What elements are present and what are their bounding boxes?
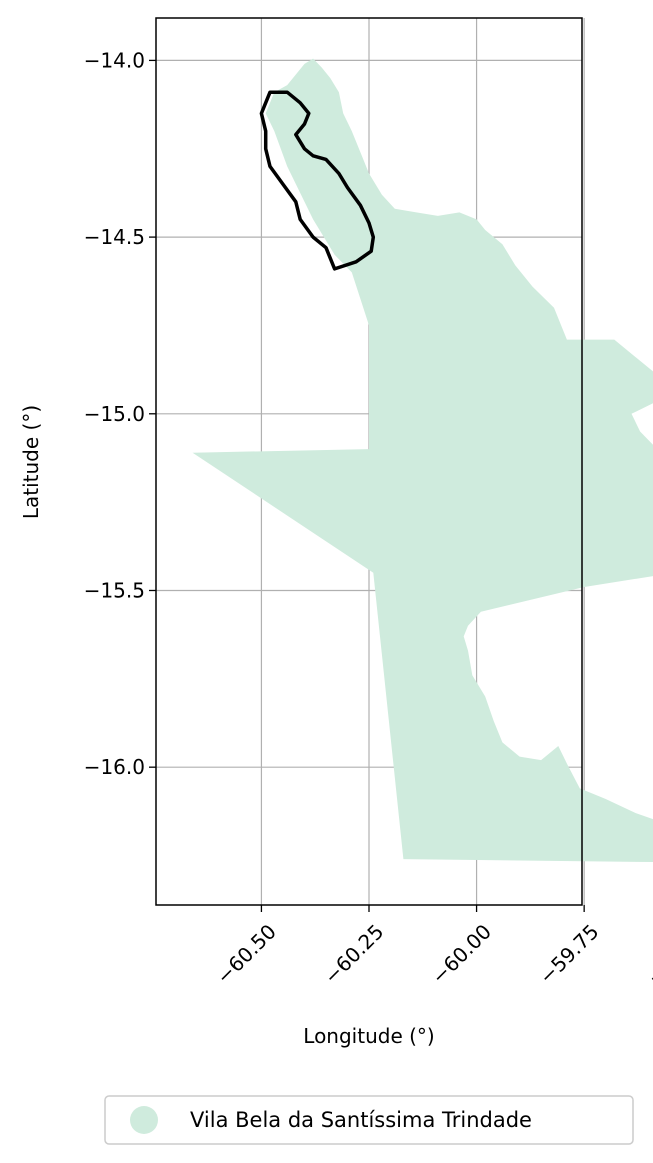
y-tick-label: −14.0	[84, 48, 145, 72]
x-tick-label: −60.00	[427, 919, 496, 988]
x-tick-label: −60.25	[319, 919, 388, 988]
y-axis-label: Latitude (°)	[19, 405, 43, 519]
legend-marker	[130, 1106, 158, 1134]
y-tick-label: −15.5	[84, 578, 145, 602]
y-tick-label: −14.5	[84, 225, 145, 249]
region-polygon	[192, 58, 653, 863]
y-tick-label: −15.0	[84, 402, 145, 426]
y-tick-label: −16.0	[84, 755, 145, 779]
legend: Vila Bela da Santíssima Trindade	[104, 1095, 634, 1145]
x-tick-label: −59.50	[642, 919, 653, 988]
legend-box	[104, 1095, 634, 1145]
x-axis-label: Longitude (°)	[303, 1024, 434, 1048]
x-tick-label: −60.50	[212, 919, 281, 988]
x-tick-label: −59.75	[534, 919, 603, 988]
outline-polygon	[259, 90, 376, 271]
legend-label: Vila Bela da Santíssima Trindade	[190, 1108, 532, 1132]
